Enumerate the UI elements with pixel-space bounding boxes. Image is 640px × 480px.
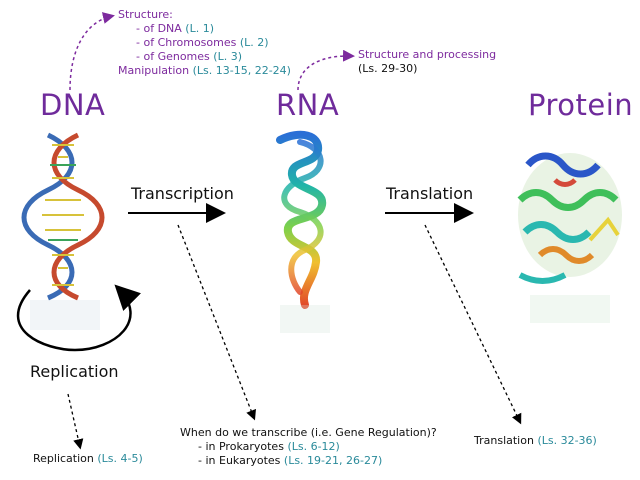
rna-structure-image <box>276 130 330 333</box>
of-chromosomes-text: - of Chromosomes <box>136 36 237 49</box>
replication-note: Replication (Ls. 4-5) <box>33 452 143 466</box>
replication-note-ref: (Ls. 4-5) <box>97 452 143 465</box>
of-genomes-ref: (L. 3) <box>213 50 242 63</box>
replication-loop-arrow <box>16 284 141 352</box>
manipulation-text: Manipulation <box>118 64 190 77</box>
dna-notes-connector <box>69 12 115 91</box>
note-prokaryotes: - in Prokaryotes (Ls. 6-12) <box>180 440 437 454</box>
dna-notes: Structure: - of DNA (L. 1) - of Chromoso… <box>118 8 291 78</box>
note-eukaryotes: - in Eukaryotes (Ls. 19-21, 26-27) <box>180 454 437 468</box>
replication-connector <box>67 393 84 450</box>
rna-notes-ref: (Ls. 29-30) <box>358 62 418 75</box>
transcription-label: Transcription <box>131 184 234 203</box>
note-of-dna: - of DNA (L. 1) <box>118 22 291 36</box>
prokaryotes-ref: (Ls. 6-12) <box>287 440 340 453</box>
eukaryotes-text: - in Eukaryotes <box>198 454 281 467</box>
dna-title: DNA <box>40 88 106 122</box>
transcription-connector <box>177 224 256 421</box>
translation-note-text: Translation <box>474 434 534 447</box>
manipulation-ref: (Ls. 13-15, 22-24) <box>192 64 291 77</box>
translation-label: Translation <box>386 184 474 203</box>
note-of-genomes: - of Genomes (L. 3) <box>118 50 291 64</box>
prokaryotes-text: - in Prokaryotes <box>198 440 284 453</box>
translation-note-ref: (Ls. 32-36) <box>537 434 597 447</box>
gene-regulation-question: When do we transcribe (i.e. Gene Regulat… <box>180 426 437 439</box>
translation-connector <box>424 224 522 425</box>
replication-note-text: Replication <box>33 452 94 465</box>
note-manipulation: Manipulation (Ls. 13-15, 22-24) <box>118 64 291 78</box>
transcription-note: When do we transcribe (i.e. Gene Regulat… <box>180 426 437 468</box>
of-dna-text: - of DNA <box>136 22 182 35</box>
structure-heading: Structure: <box>118 8 173 21</box>
note-of-chromosomes: - of Chromosomes (L. 2) <box>118 36 291 50</box>
replication-label: Replication <box>30 362 119 381</box>
eukaryotes-ref: (Ls. 19-21, 26-27) <box>283 454 383 467</box>
translation-note: Translation (Ls. 32-36) <box>474 434 597 448</box>
protein-title: Protein <box>528 88 634 122</box>
of-dna-ref: (L. 1) <box>185 22 214 35</box>
of-chromosomes-ref: (L. 2) <box>239 36 269 49</box>
rna-title: RNA <box>276 88 340 122</box>
structure-processing-text: Structure and processing <box>358 48 497 61</box>
protein-structure-image <box>517 152 622 323</box>
rna-notes-connector <box>297 49 355 91</box>
dna-helix-image <box>21 132 105 330</box>
rna-notes: Structure and processing (Ls. 29-30) <box>358 48 496 76</box>
of-genomes-text: - of Genomes <box>136 50 210 63</box>
